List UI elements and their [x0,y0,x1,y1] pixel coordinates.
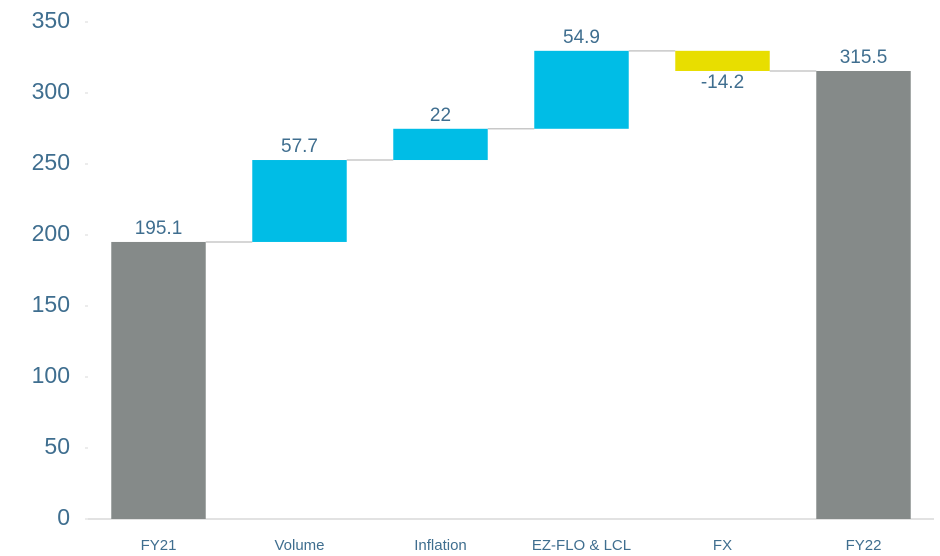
x-tick-label: FY22 [846,537,882,554]
y-tick-label: 350 [32,7,70,33]
value-label: 57.7 [281,136,318,157]
bar [252,160,347,242]
bar [393,128,488,161]
y-tick-label: 0 [57,504,70,530]
value-label: 54.9 [563,27,600,48]
bar [111,241,206,519]
bar [816,70,911,520]
y-tick-label: 150 [32,291,70,317]
x-tick-label: EZ-FLO & LCL [532,537,631,554]
value-label: -14.2 [701,72,744,93]
y-tick-label: 200 [32,220,70,246]
bar [675,50,770,71]
value-label: 315.5 [840,47,888,68]
x-tick-label: FX [713,537,732,554]
x-tick-label: Inflation [414,537,467,554]
x-tick-label: FY21 [141,537,177,554]
y-tick-label: 50 [44,433,70,459]
value-label: 22 [430,105,451,126]
x-tick-label: Volume [274,537,324,554]
y-tick-label: 100 [32,362,70,388]
y-tick-label: 250 [32,149,70,175]
bar [534,50,629,129]
y-tick-label: 300 [32,78,70,104]
value-label: 195.1 [135,218,183,239]
